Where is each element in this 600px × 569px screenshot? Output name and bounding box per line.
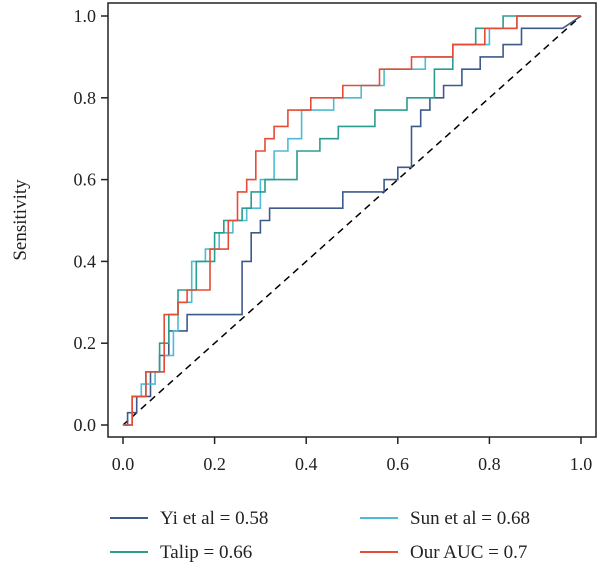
y-tick-label: 0.8 [74,88,97,108]
legend-item-2: Sun et al = 0.68 [360,508,530,529]
reference-diagonal-line [122,15,582,426]
y-tick-label: 0.4 [74,251,97,271]
legend-label: Our AUC = 0.7 [410,542,527,563]
y-tick-label: 0.0 [74,415,97,435]
series-line-4 [123,15,581,426]
series-line-3 [123,15,581,426]
y-axis: 0.0 0.2 0.4 0.6 0.8 1.0 [74,6,108,435]
legend-label: Yi et al = 0.58 [160,508,268,529]
y-tick-label: 0.2 [74,333,97,353]
x-axis: 0.0 0.2 0.4 0.6 0.8 1.0 [112,437,593,474]
plot-frame [107,2,597,438]
y-tick-label: 1.0 [74,6,97,26]
y-tick-label: 0.6 [74,170,97,190]
legend-label: Sun et al = 0.68 [410,508,530,529]
legend-label: Talip = 0.66 [160,542,252,563]
legend-item-3: Talip = 0.66 [110,542,252,563]
y-axis-label: Sensitivity [10,179,31,261]
x-tick-label: 0.2 [203,454,226,474]
x-tick-label: 0.0 [112,454,135,474]
plot-area [122,15,582,426]
x-tick-label: 0.8 [478,454,501,474]
legend-item-1: Yi et al = 0.58 [110,508,268,529]
x-tick-label: 0.6 [387,454,410,474]
legend: Yi et al = 0.58 Sun et al = 0.68 Talip = 0… [110,508,530,563]
x-tick-label: 1.0 [570,454,593,474]
x-tick-label: 0.4 [295,454,318,474]
legend-item-4: Our AUC = 0.7 [360,542,527,563]
